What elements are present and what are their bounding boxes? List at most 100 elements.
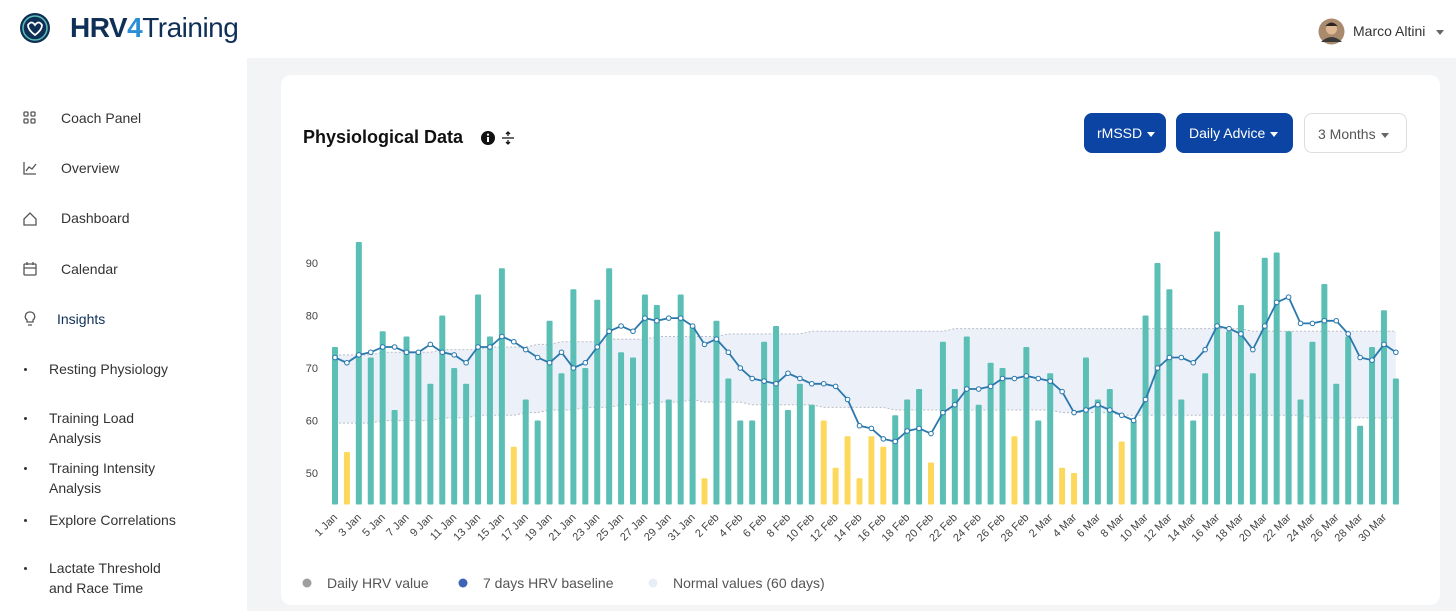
- bullet: [24, 368, 27, 371]
- bar: [1237, 305, 1244, 505]
- bar: [665, 399, 672, 505]
- nav-item[interactable]: Overview: [61, 160, 120, 176]
- baseline-point: [1261, 323, 1268, 329]
- bar: [737, 420, 744, 505]
- baseline-point: [1345, 331, 1351, 337]
- bar: [963, 336, 970, 505]
- bar: [1369, 347, 1376, 505]
- baseline-point: [844, 396, 851, 403]
- baseline-point: [642, 315, 648, 321]
- bar: [773, 326, 780, 505]
- x-tick-label: 4 Mar: [1051, 511, 1080, 540]
- bar: [1178, 399, 1185, 505]
- bar: [1130, 420, 1137, 505]
- bar: [1345, 336, 1352, 505]
- brand-part: Training: [142, 12, 239, 43]
- bar: [1047, 373, 1054, 505]
- bar: [880, 446, 887, 505]
- baseline-point: [1333, 317, 1340, 324]
- period-button[interactable]: 3 Months: [1304, 113, 1407, 153]
- bar: [1035, 420, 1042, 505]
- baseline-point: [522, 346, 529, 353]
- baseline-point: [1130, 417, 1137, 424]
- x-tick-label: 31 Jan: [666, 512, 698, 544]
- nav-item[interactable]: Calendar: [61, 261, 118, 277]
- avatar[interactable]: [1318, 18, 1345, 45]
- baseline-point: [1118, 412, 1125, 419]
- baseline-point: [1214, 323, 1220, 329]
- bullet: [24, 567, 27, 570]
- bar: [1154, 263, 1161, 505]
- bar: [1106, 389, 1113, 505]
- baseline-point: [499, 333, 505, 340]
- y-tick-label: 60: [306, 416, 318, 428]
- baseline-point: [1297, 320, 1304, 327]
- card-title: Physiological Data: [303, 127, 464, 147]
- baseline-point: [880, 436, 887, 442]
- legend-label: Daily HRV value: [327, 575, 429, 591]
- baseline-point: [451, 352, 458, 358]
- baseline-point: [1309, 320, 1316, 327]
- baseline-point: [1285, 294, 1292, 300]
- baseline-point: [665, 315, 672, 321]
- subnav-item[interactable]: Lactate Threshold and Race Time: [49, 560, 161, 596]
- bar: [1071, 473, 1078, 505]
- bar: [427, 383, 434, 505]
- bar: [951, 389, 958, 505]
- bar: [367, 357, 374, 505]
- bar: [606, 268, 613, 505]
- nav-icons: [23, 111, 37, 326]
- y-tick-label: 70: [306, 363, 318, 375]
- subnav-item[interactable]: Training Load Analysis: [49, 410, 135, 446]
- bar: [904, 399, 911, 505]
- baseline-point: [654, 317, 660, 324]
- baseline-point: [797, 375, 803, 382]
- subnav-item[interactable]: Training Intensity Analysis: [49, 460, 156, 496]
- brand[interactable]: HRV4Training: [70, 12, 239, 44]
- baseline-point: [1273, 299, 1280, 306]
- metric-button[interactable]: rMSSD: [1084, 113, 1166, 153]
- user-name[interactable]: Marco Altini: [1353, 23, 1426, 39]
- bar: [332, 347, 338, 505]
- x-tick-label: 6 Feb: [741, 512, 769, 540]
- baseline-point: [820, 380, 827, 387]
- x-tick-label: 3 Jan: [336, 512, 364, 540]
- bar: [1214, 231, 1221, 505]
- bar: [1249, 373, 1256, 505]
- bar: [630, 357, 636, 505]
- subnav-item[interactable]: Resting Physiology: [49, 361, 169, 377]
- button-label: rMSSD: [1097, 125, 1143, 141]
- subnav-item[interactable]: Explore Correlations: [49, 512, 176, 528]
- x-tick-label: 2 Feb: [693, 512, 721, 540]
- baseline-point: [356, 352, 362, 358]
- baseline-point: [987, 383, 994, 390]
- bar: [820, 420, 827, 505]
- nav-item-active[interactable]: Insights: [57, 311, 106, 327]
- baseline-point: [439, 349, 446, 356]
- nav-item[interactable]: Dashboard: [61, 210, 130, 226]
- baseline-point: [534, 354, 541, 361]
- baseline-point: [677, 315, 684, 321]
- baseline-point: [1393, 349, 1399, 356]
- bar: [892, 415, 899, 505]
- bar: [749, 420, 756, 505]
- nav-item[interactable]: Coach Panel: [61, 110, 142, 126]
- baseline-point: [606, 328, 612, 335]
- bar: [558, 373, 565, 505]
- advice-button[interactable]: Daily Advice: [1176, 113, 1293, 153]
- bar: [510, 446, 517, 505]
- bar: [594, 299, 601, 505]
- title-icons[interactable]: [480, 130, 516, 148]
- baseline-point: [367, 349, 374, 356]
- baseline-point: [749, 375, 756, 382]
- bar: [1226, 331, 1232, 505]
- baseline-point: [511, 338, 517, 345]
- bar: [999, 368, 1006, 505]
- baseline-point: [1083, 407, 1089, 413]
- baseline-point: [928, 430, 934, 437]
- baseline-point: [689, 323, 696, 329]
- baseline-point: [773, 380, 779, 387]
- baseline-point: [1238, 331, 1244, 337]
